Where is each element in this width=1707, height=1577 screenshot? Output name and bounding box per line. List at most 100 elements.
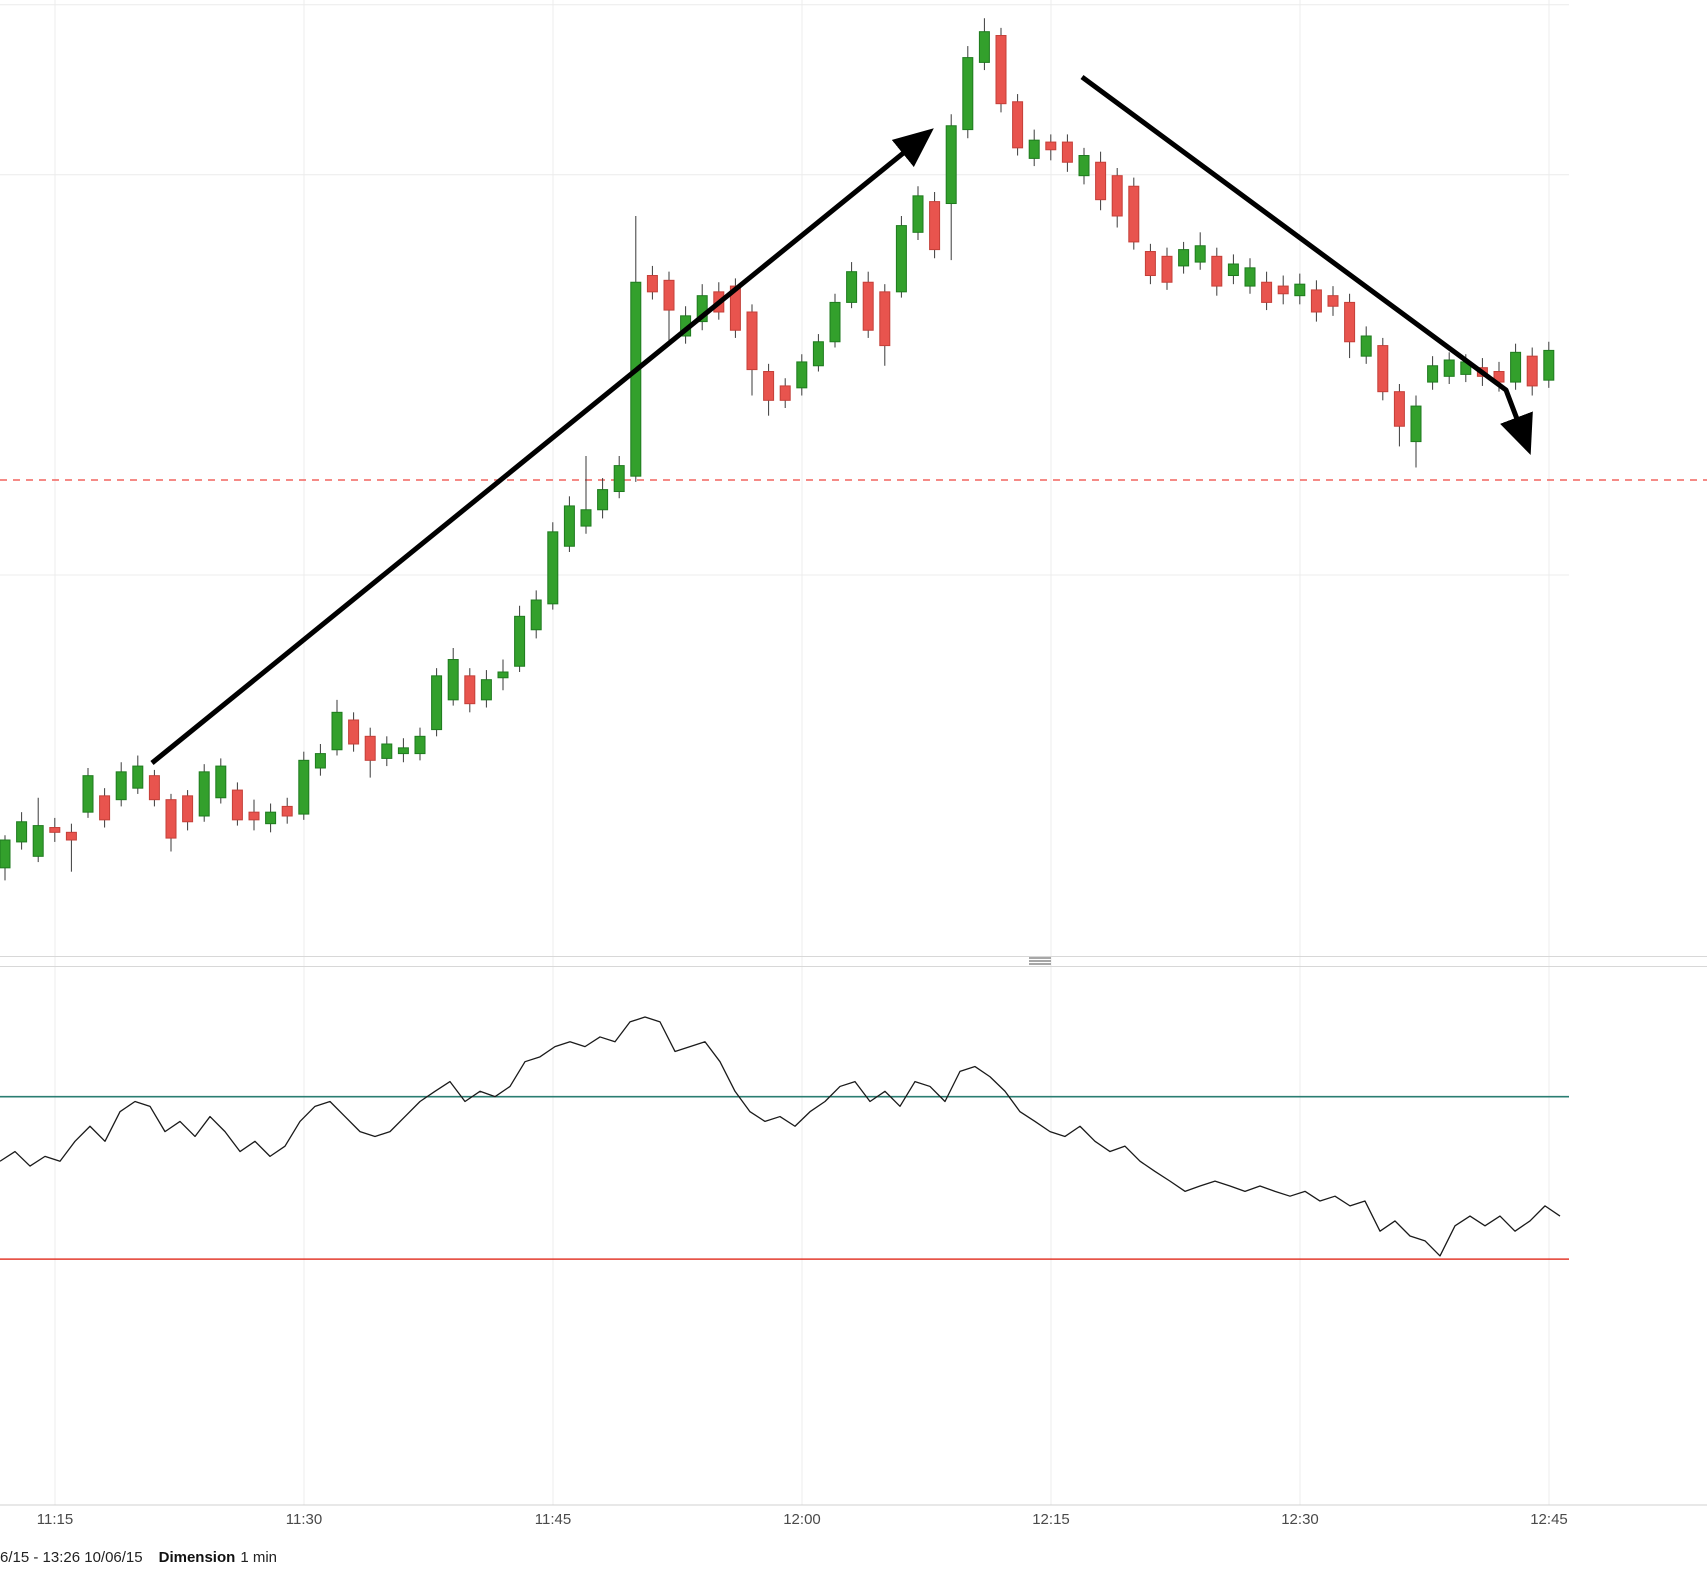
- time-axis-label: 11:30: [286, 1511, 322, 1528]
- candle-up: [1510, 351, 1522, 383]
- time-axis-label: 12:45: [1530, 1511, 1568, 1528]
- candle-down: [862, 281, 874, 331]
- time-axis-label: 12:15: [1032, 1511, 1070, 1528]
- candle-down: [248, 811, 260, 821]
- candle-up: [829, 301, 841, 343]
- up-trend-arrow[interactable]: [150, 128, 934, 765]
- candle-down: [1061, 141, 1073, 163]
- candle-up: [198, 771, 210, 817]
- candle-up: [1427, 365, 1439, 383]
- candle-up: [331, 711, 343, 751]
- candle-up: [1178, 249, 1190, 267]
- candle-down: [1393, 391, 1405, 427]
- candle-down: [646, 275, 658, 293]
- candle-up: [82, 775, 94, 813]
- candle-down: [1161, 255, 1173, 283]
- time-axis-label: 11:15: [37, 1511, 73, 1528]
- candle-down: [148, 775, 160, 801]
- candle-up: [1078, 155, 1090, 177]
- candle-down: [65, 831, 77, 841]
- oscillator-panel[interactable]: [0, 1016, 1569, 1260]
- candle-up: [314, 753, 326, 769]
- candle-down: [1128, 185, 1140, 243]
- candle-up: [978, 31, 990, 63]
- footer-dimension-value: 1 min: [240, 1549, 277, 1566]
- candle-down: [879, 291, 891, 347]
- candle-up: [812, 341, 824, 367]
- time-axis[interactable]: 11:15 11:30 11:45 12:00 12:15 12:30 12:45: [37, 1511, 1568, 1528]
- candle-down: [1095, 161, 1107, 201]
- candle-up: [1410, 405, 1422, 443]
- panel-splitter-handle[interactable]: [1029, 957, 1051, 965]
- candle-up: [1360, 335, 1372, 357]
- candle-down: [1310, 289, 1322, 313]
- time-axis-label: 12:00: [783, 1511, 821, 1528]
- candle-down: [364, 735, 376, 761]
- price-panel-hit-area[interactable]: [0, 0, 1707, 960]
- candle-down: [281, 805, 293, 817]
- oscillator-line: [0, 1016, 1561, 1257]
- candle-down: [1211, 255, 1223, 287]
- candle-up: [630, 281, 642, 477]
- down-trend-arrow[interactable]: [1080, 74, 1533, 456]
- time-axis-label: 11:45: [535, 1511, 571, 1528]
- candle-up: [298, 759, 310, 815]
- candle-down: [165, 799, 177, 839]
- candle-down: [231, 789, 243, 821]
- candle-up: [514, 615, 526, 667]
- candle-up: [1194, 245, 1206, 263]
- candle-down: [779, 385, 791, 401]
- candle-up: [895, 225, 907, 293]
- candle-up: [480, 679, 492, 701]
- candle-up: [547, 531, 559, 605]
- candlestick-series: [0, 18, 1555, 881]
- candle-down: [1327, 295, 1339, 307]
- candle-up: [381, 743, 393, 759]
- candle-up: [431, 675, 443, 731]
- candle-down: [1012, 101, 1024, 149]
- candle-down: [663, 279, 675, 311]
- candle-up: [912, 195, 924, 233]
- candle-up: [1028, 139, 1040, 159]
- candle-down: [182, 795, 194, 823]
- candle-up: [846, 271, 858, 303]
- time-axis-label: 12:30: [1281, 1511, 1319, 1528]
- candle-up: [597, 489, 609, 511]
- candle-down: [1261, 281, 1273, 303]
- candle-up: [265, 811, 277, 825]
- candle-up: [414, 735, 426, 755]
- candle-up: [0, 839, 11, 869]
- candle-up: [16, 821, 28, 843]
- candle-up: [696, 295, 708, 323]
- candle-up: [397, 747, 409, 755]
- candle-up: [530, 599, 542, 631]
- candle-down: [1111, 175, 1123, 217]
- candle-up: [215, 765, 227, 799]
- candle-down: [763, 371, 775, 401]
- candle-down: [746, 311, 758, 371]
- candle-up: [613, 465, 625, 493]
- candle-down: [1277, 285, 1289, 295]
- candle-down: [1144, 251, 1156, 277]
- chart-footer: 6/15 - 13:26 10/06/15 Dimension 1 min: [0, 1549, 277, 1566]
- candle-up: [115, 771, 127, 801]
- candle-up: [1244, 267, 1256, 287]
- candle-down: [729, 285, 741, 331]
- candle-up: [1227, 263, 1239, 277]
- candle-down: [1045, 141, 1057, 151]
- candle-up: [447, 659, 459, 701]
- candle-down: [464, 675, 476, 705]
- candle-down: [995, 35, 1007, 105]
- candle-down: [1377, 345, 1389, 393]
- candle-down: [1344, 301, 1356, 343]
- footer-dimension-label: Dimension: [158, 1549, 236, 1566]
- candle-down: [1526, 355, 1538, 387]
- panel-splitter[interactable]: [0, 956, 1707, 967]
- candle-up: [580, 509, 592, 527]
- candle-up: [1543, 349, 1555, 381]
- trend-annotations[interactable]: [150, 74, 1533, 765]
- candle-up: [497, 671, 509, 679]
